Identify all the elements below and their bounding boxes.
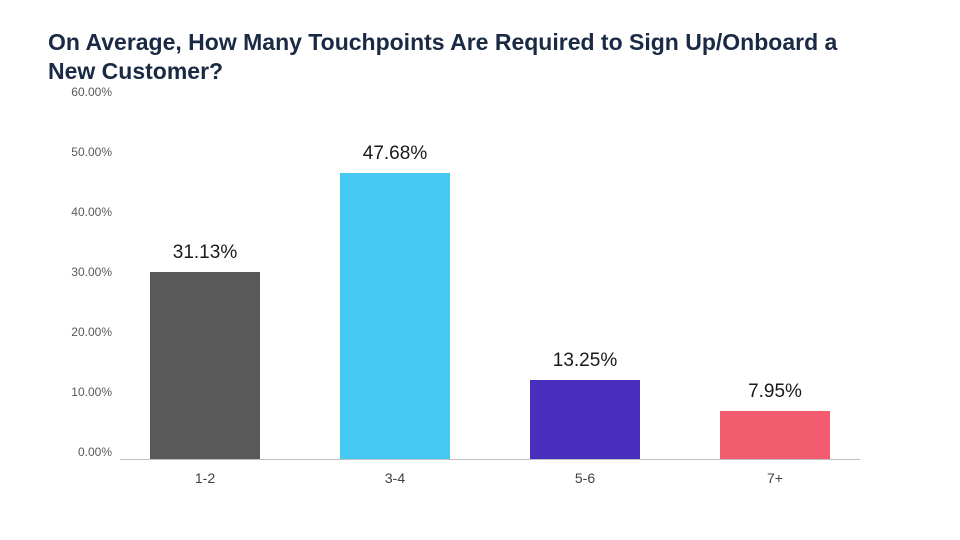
bar-value-label: 13.25%	[553, 350, 617, 372]
x-axis: 1-2 3-4 5-6 7+	[120, 470, 860, 494]
bar-group: 47.68%	[340, 173, 450, 459]
slide: On Average, How Many Touchpoints Are Req…	[0, 0, 960, 540]
bar-group: 7.95%	[720, 411, 830, 459]
y-tick-label: 0.00%	[78, 445, 112, 459]
bar-group: 31.13%	[150, 272, 260, 459]
y-tick-label: 50.00%	[71, 145, 112, 159]
bar	[340, 173, 450, 459]
bar	[150, 272, 260, 459]
bar-value-label: 31.13%	[173, 242, 237, 264]
y-tick-label: 10.00%	[71, 385, 112, 399]
y-tick-label: 20.00%	[71, 325, 112, 339]
x-tick-label: 7+	[720, 470, 830, 486]
plot-area: 31.13% 47.68% 13.25% 7.95%	[120, 100, 860, 460]
x-tick-label: 1-2	[150, 470, 260, 486]
x-tick-label: 3-4	[340, 470, 450, 486]
x-tick-label: 5-6	[530, 470, 640, 486]
bar-value-label: 47.68%	[363, 143, 427, 165]
bar	[720, 411, 830, 459]
bar-value-label: 7.95%	[748, 381, 802, 403]
y-tick-label: 40.00%	[71, 205, 112, 219]
y-tick-label: 60.00%	[71, 85, 112, 99]
chart-title: On Average, How Many Touchpoints Are Req…	[48, 28, 868, 86]
bar-group: 13.25%	[530, 380, 640, 460]
bar	[530, 380, 640, 460]
y-tick-label: 30.00%	[71, 265, 112, 279]
y-axis: 0.00%10.00%20.00%30.00%40.00%50.00%60.00…	[60, 100, 120, 460]
bar-chart: 0.00%10.00%20.00%30.00%40.00%50.00%60.00…	[60, 100, 870, 500]
